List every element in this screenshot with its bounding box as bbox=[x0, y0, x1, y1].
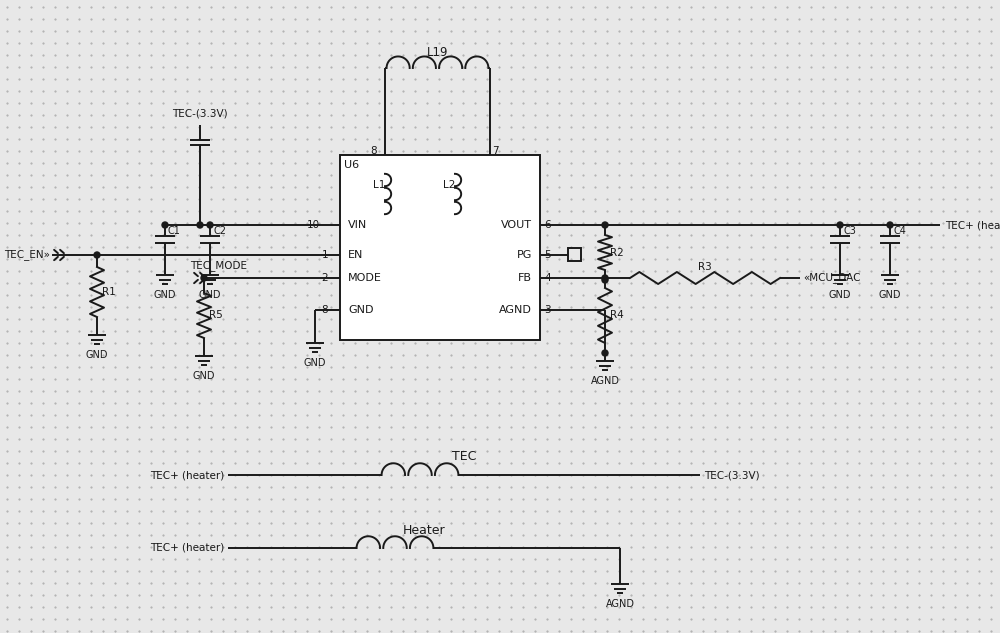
Text: 7: 7 bbox=[492, 146, 499, 156]
Text: TEC-(3.3V): TEC-(3.3V) bbox=[704, 470, 760, 480]
Bar bbox=[568, 248, 581, 261]
Text: TEC+ (heater): TEC+ (heater) bbox=[945, 220, 1000, 230]
Text: Heater: Heater bbox=[403, 523, 445, 537]
Text: TEC-(3.3V): TEC-(3.3V) bbox=[172, 108, 228, 118]
Text: MODE: MODE bbox=[348, 273, 382, 283]
Text: 10: 10 bbox=[307, 220, 320, 230]
Text: L19: L19 bbox=[427, 46, 448, 58]
Text: EN: EN bbox=[348, 250, 363, 260]
Text: C2: C2 bbox=[213, 226, 226, 236]
Text: R1: R1 bbox=[102, 287, 116, 297]
Text: GND: GND bbox=[193, 371, 215, 381]
Circle shape bbox=[602, 350, 608, 356]
Circle shape bbox=[201, 275, 207, 281]
Bar bbox=[340, 155, 540, 340]
Text: 1: 1 bbox=[321, 250, 328, 260]
Text: TEC_EN»: TEC_EN» bbox=[4, 249, 50, 260]
Circle shape bbox=[602, 222, 608, 228]
Text: AGND: AGND bbox=[590, 376, 620, 386]
Text: U6: U6 bbox=[344, 160, 359, 170]
Circle shape bbox=[887, 222, 893, 228]
Text: L1: L1 bbox=[373, 180, 385, 190]
Text: R3: R3 bbox=[698, 262, 712, 272]
Text: GND: GND bbox=[154, 290, 176, 300]
Text: GND: GND bbox=[879, 290, 901, 300]
Text: C4: C4 bbox=[893, 226, 906, 236]
Text: R2: R2 bbox=[610, 248, 624, 258]
Text: «MCU_DAC: «MCU_DAC bbox=[803, 273, 860, 284]
Text: C3: C3 bbox=[843, 226, 856, 236]
Text: 8: 8 bbox=[370, 146, 377, 156]
Circle shape bbox=[197, 222, 203, 228]
Text: FB: FB bbox=[518, 273, 532, 283]
Text: TEC_MODE: TEC_MODE bbox=[190, 261, 247, 272]
Text: AGND: AGND bbox=[499, 305, 532, 315]
Circle shape bbox=[602, 277, 608, 283]
Text: GND: GND bbox=[199, 290, 221, 300]
Text: TEC+ (heater): TEC+ (heater) bbox=[150, 470, 224, 480]
Circle shape bbox=[602, 275, 608, 281]
Circle shape bbox=[162, 222, 168, 228]
Text: R4: R4 bbox=[610, 311, 624, 320]
Text: GND: GND bbox=[86, 350, 108, 360]
Text: 8: 8 bbox=[321, 305, 328, 315]
Text: R5: R5 bbox=[209, 311, 223, 320]
Text: PG: PG bbox=[517, 250, 532, 260]
Text: GND: GND bbox=[348, 305, 374, 315]
Text: VIN: VIN bbox=[348, 220, 367, 230]
Text: GND: GND bbox=[304, 358, 326, 368]
Circle shape bbox=[207, 222, 213, 228]
Circle shape bbox=[837, 222, 843, 228]
Text: TEC+ (heater): TEC+ (heater) bbox=[150, 543, 224, 553]
Circle shape bbox=[94, 252, 100, 258]
Text: AGND: AGND bbox=[606, 599, 635, 609]
Text: 4: 4 bbox=[544, 273, 551, 283]
Text: TEC: TEC bbox=[452, 451, 476, 463]
Text: C1: C1 bbox=[168, 226, 181, 236]
Text: 2: 2 bbox=[321, 273, 328, 283]
Text: VOUT: VOUT bbox=[501, 220, 532, 230]
Text: 3: 3 bbox=[544, 305, 551, 315]
Text: L2: L2 bbox=[443, 180, 455, 190]
Text: GND: GND bbox=[829, 290, 851, 300]
Text: 5: 5 bbox=[544, 250, 551, 260]
Text: 6: 6 bbox=[544, 220, 551, 230]
